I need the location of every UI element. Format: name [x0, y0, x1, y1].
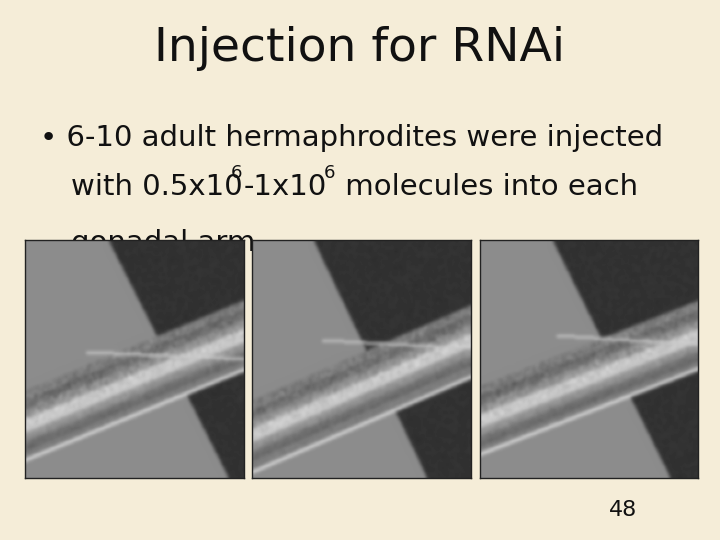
Text: molecules into each: molecules into each: [336, 173, 638, 201]
Text: with 0.5x10: with 0.5x10: [71, 173, 242, 201]
Text: -1x10: -1x10: [243, 173, 327, 201]
Text: • 6-10 adult hermaphrodites were injected: • 6-10 adult hermaphrodites were injecte…: [40, 124, 662, 152]
Text: Injection for RNAi: Injection for RNAi: [155, 26, 565, 71]
Text: 48: 48: [608, 500, 637, 521]
Text: 6: 6: [324, 164, 336, 182]
Text: 6: 6: [230, 164, 242, 182]
Text: gonadal arm.: gonadal arm.: [71, 229, 264, 257]
